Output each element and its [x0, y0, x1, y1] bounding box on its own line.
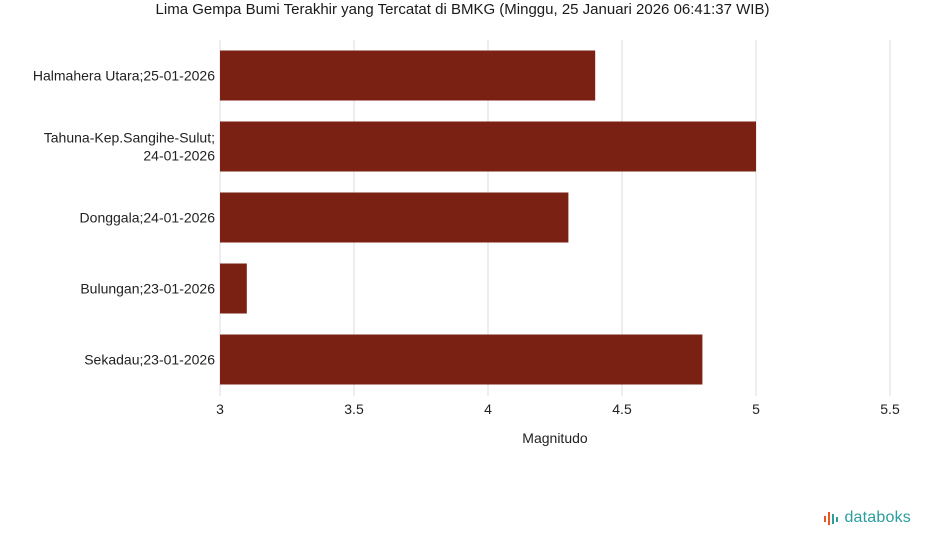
- category-label: Sekadau;23-01-2026: [84, 352, 215, 368]
- x-axis-title: Magnitudo: [522, 430, 588, 446]
- x-tick-label: 3.5: [344, 401, 364, 417]
- category-label-line: Tahuna-Kep.Sangihe-Sulut;: [44, 130, 215, 146]
- bar: [220, 50, 596, 101]
- bar: [220, 263, 247, 314]
- category-labels: Halmahera Utara;25-01-2026 Tahuna-Kep.San…: [33, 68, 215, 368]
- databoks-brand: databoks: [823, 509, 911, 527]
- category-label: Bulungan;23-01-2026: [80, 281, 215, 297]
- x-tick-label: 4: [484, 401, 492, 417]
- brand-name: databoks: [844, 509, 911, 526]
- category-label-line: Bulungan;23-01-2026: [80, 281, 215, 297]
- x-tick-label: 5.5: [880, 401, 900, 417]
- bar: [220, 334, 703, 385]
- category-label: Tahuna-Kep.Sangihe-Sulut; 24-01-2026: [44, 130, 215, 164]
- x-tick-label: 3: [216, 401, 224, 417]
- category-label-line: Donggala;24-01-2026: [80, 210, 216, 226]
- category-label: Halmahera Utara;25-01-2026: [33, 68, 215, 84]
- bars: [220, 50, 756, 385]
- bar: [220, 121, 756, 172]
- x-tick-label: 4.5: [612, 401, 632, 417]
- databoks-logo-icon: [824, 512, 839, 525]
- category-label-line: Sekadau;23-01-2026: [84, 352, 215, 368]
- category-label-line: Halmahera Utara;25-01-2026: [33, 68, 215, 84]
- category-label-line: 24-01-2026: [143, 148, 215, 164]
- category-label: Donggala;24-01-2026: [80, 210, 216, 226]
- chart-title: Lima Gempa Bumi Terakhir yang Tercatat d…: [155, 1, 770, 18]
- x-tick-label: 5: [752, 401, 760, 417]
- x-tick-labels: 3 3.5 4 4.5 5 5.5: [216, 401, 900, 417]
- bar: [220, 192, 569, 243]
